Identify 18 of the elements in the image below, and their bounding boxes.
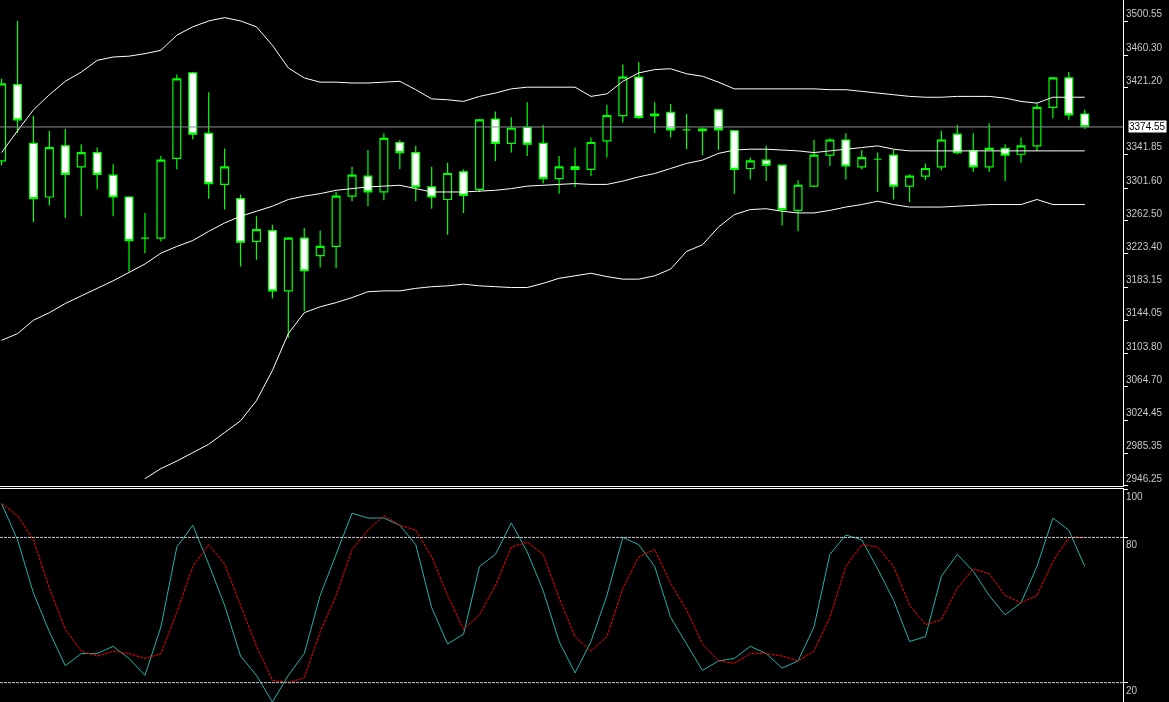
y-tick-label: 2946.25 [1126,472,1163,484]
ref-line-label: 3374.55 [1129,121,1166,132]
y-tick-label: 3421.20 [1126,74,1163,86]
y-tick-label: 3024.45 [1126,407,1163,419]
y-tick-label: 3144.05 [1126,307,1163,319]
y-tick-label: 100 [1126,491,1144,503]
y-tick-label: 3223.40 [1126,240,1163,252]
y-tick-label: 3064.70 [1126,373,1163,385]
y-tick-label: 3262.50 [1126,207,1163,219]
y-tick-label: 3460.30 [1126,42,1163,54]
y-tick-label: 3103.80 [1126,340,1163,352]
y-tick-label: 80 [1126,539,1138,551]
y-tick-label: 2985.35 [1126,440,1163,452]
y-tick-label: 20 [1126,684,1138,696]
y-tick-label: 3183.15 [1126,274,1163,286]
y-tick-label: 3500.55 [1126,8,1163,20]
y-tick-label: 3341.85 [1126,141,1163,153]
y-tick-label: 3301.60 [1126,175,1163,187]
